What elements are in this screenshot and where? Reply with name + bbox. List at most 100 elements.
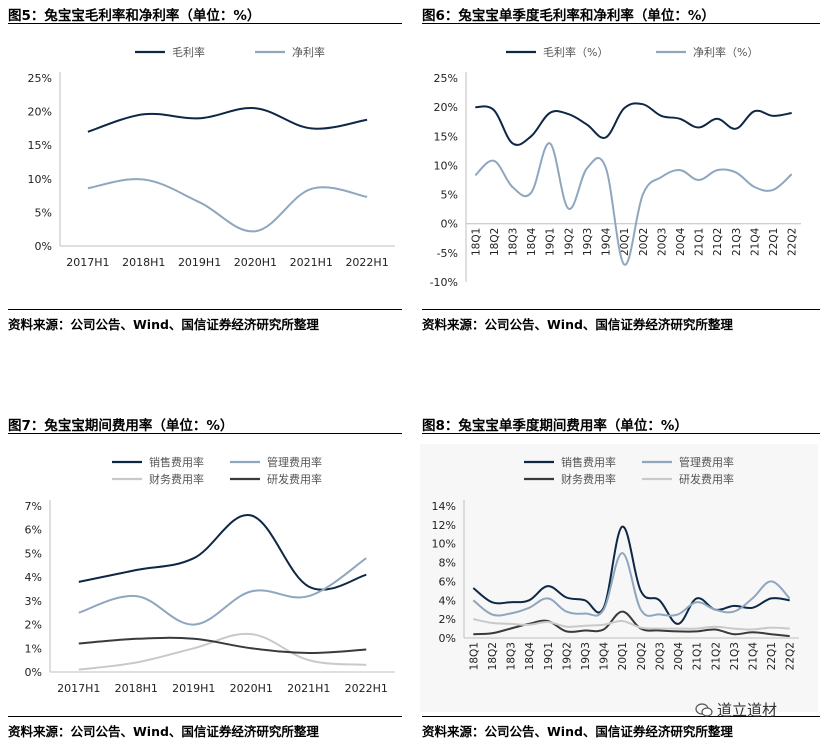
legend-label: 财务费用率 [561, 472, 616, 486]
legend-label: 管理费用率 [679, 455, 734, 469]
y-tick-label: 2% [25, 619, 42, 632]
series-line [87, 107, 368, 133]
x-tick-label: 21Q4 [747, 642, 759, 671]
y-tick-label: 2% [439, 613, 456, 626]
x-tick-label: 19Q4 [601, 227, 613, 256]
x-tick-label: 22Q2 [787, 228, 799, 256]
x-tick-label: 2020H1 [230, 682, 273, 695]
y-tick-label: 0% [25, 666, 42, 679]
x-tick-label: 19Q4 [599, 642, 611, 671]
x-tick-label: 20Q1 [617, 642, 629, 670]
legend-label: 研发费用率 [679, 472, 734, 486]
x-tick-label: 21Q1 [694, 228, 706, 256]
y-tick-label: 0% [35, 240, 52, 253]
x-tick-label: 18Q2 [489, 228, 501, 256]
x-tick-label: 20Q3 [656, 228, 668, 256]
x-tick-label: 20Q1 [619, 228, 631, 256]
x-tick-label: 19Q1 [543, 642, 555, 670]
x-tick-label: 20Q2 [636, 642, 648, 670]
watermark-text: 道立道材 [717, 701, 778, 719]
y-tick-label: 15% [434, 130, 458, 143]
chart6-source-rule [422, 309, 820, 310]
chart-background [420, 444, 818, 712]
chart5-title: 图5：兔宝宝毛利率和净利率（单位：%） [8, 8, 261, 24]
chart8-source: 资料来源：公司公告、Wind、国信证券经济研究所整理 [422, 724, 733, 739]
y-tick-label: 10% [434, 159, 458, 172]
x-tick-label: 2017H1 [66, 256, 109, 269]
x-tick-label: 21Q4 [749, 227, 761, 256]
y-tick-label: 0% [441, 218, 458, 231]
x-tick-label: 2018H1 [115, 682, 158, 695]
x-tick-label: 21Q3 [731, 228, 743, 256]
y-tick-label: 7% [25, 500, 42, 513]
x-tick-label: 2021H1 [287, 682, 330, 695]
x-tick-label: 21Q3 [729, 642, 741, 670]
chart6-source: 资料来源：公司公告、Wind、国信证券经济研究所整理 [422, 317, 733, 332]
x-tick-label: 2019H1 [178, 256, 221, 269]
legend-label: 净利率 [292, 45, 325, 59]
y-tick-label: 4% [439, 594, 456, 607]
x-tick-label: 19Q2 [563, 228, 575, 256]
x-tick-label: 18Q4 [524, 642, 536, 671]
chart7-source-rule [8, 716, 402, 717]
chart8-title-rule [422, 433, 820, 434]
chart5-title-rule [8, 23, 402, 24]
x-tick-label: 19Q3 [580, 642, 592, 670]
legend-label: 净利率（%） [693, 45, 758, 59]
y-tick-label: 14% [432, 500, 456, 513]
legend-label: 管理费用率 [267, 455, 322, 469]
x-tick-label: 2019H1 [172, 682, 215, 695]
legend-label: 财务费用率 [149, 472, 204, 486]
x-tick-label: 18Q3 [506, 642, 518, 670]
series-line [472, 552, 791, 617]
legend-label: 毛利率（%） [543, 45, 608, 59]
y-tick-label: 15% [28, 139, 52, 152]
x-tick-label: 19Q1 [545, 228, 557, 256]
y-tick-label: 0% [439, 632, 456, 645]
legend-label: 研发费用率 [267, 472, 322, 486]
chart7-title-rule [8, 433, 402, 434]
y-tick-label: 1% [25, 642, 42, 655]
x-tick-label: 19Q3 [582, 228, 594, 256]
y-tick-label: 20% [28, 106, 52, 119]
y-tick-label: 6% [25, 524, 42, 537]
series-line [87, 178, 368, 233]
x-tick-label: 18Q1 [468, 642, 480, 670]
chart8-title: 图8：兔宝宝单季度期间费用率（单位：%） [422, 418, 688, 434]
chart5-source-rule [8, 309, 402, 310]
x-tick-label: 22Q1 [766, 642, 778, 670]
y-tick-label: 25% [434, 72, 458, 85]
watermark: 道立道材 [695, 699, 777, 720]
y-tick-label: 12% [432, 519, 456, 532]
x-tick-label: 21Q1 [692, 642, 704, 670]
chart5-source: 资料来源：公司公告、Wind、国信证券经济研究所整理 [8, 317, 319, 332]
y-tick-label: -5% [437, 247, 458, 260]
y-tick-label: 6% [439, 575, 456, 588]
series-line [78, 632, 367, 671]
x-tick-label: 2021H1 [290, 256, 333, 269]
series-line [78, 514, 367, 591]
legend-label: 销售费用率 [149, 455, 204, 469]
y-tick-label: 5% [441, 189, 458, 202]
series-line [475, 102, 792, 146]
x-tick-label: 20Q4 [673, 642, 685, 671]
x-tick-label: 19Q2 [561, 642, 573, 670]
y-tick-label: 25% [28, 72, 52, 85]
y-tick-label: -10% [430, 276, 458, 289]
x-tick-label: 2017H1 [57, 682, 100, 695]
chart6-plot: 毛利率（%） 净利率（%） -10% -5% 0% 5% 10% 15% 20% 25% 18Q1 1… [430, 45, 801, 289]
chart7-title: 图7：兔宝宝期间费用率（单位：%） [8, 418, 234, 434]
x-tick-label: 20Q3 [654, 642, 666, 670]
y-tick-label: 10% [28, 173, 52, 186]
x-tick-label: 18Q3 [508, 228, 520, 256]
x-tick-label: 2020H1 [234, 256, 277, 269]
chart7-source: 资料来源：公司公告、Wind、国信证券经济研究所整理 [8, 724, 319, 739]
y-tick-label: 4% [25, 571, 42, 584]
y-tick-label: 8% [439, 557, 456, 570]
y-tick-label: 20% [434, 101, 458, 114]
x-tick-label: 21Q2 [710, 642, 722, 670]
x-tick-label: 22Q2 [785, 642, 797, 670]
series-line [472, 525, 790, 625]
